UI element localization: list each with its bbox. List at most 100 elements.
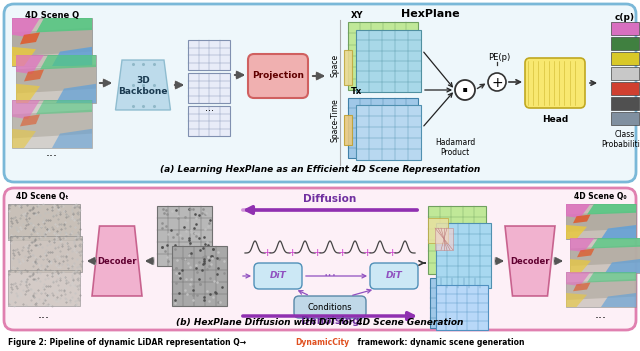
Text: framework: dynamic scene generation: framework: dynamic scene generation bbox=[355, 338, 525, 347]
Text: Class
Probabilities: Class Probabilities bbox=[601, 130, 640, 150]
Text: 3D
Backbone: 3D Backbone bbox=[118, 76, 168, 96]
Text: +: + bbox=[491, 76, 503, 90]
Polygon shape bbox=[16, 55, 44, 74]
Bar bbox=[566, 272, 636, 307]
Bar bbox=[435, 228, 453, 250]
Text: Space: Space bbox=[330, 53, 339, 77]
Bar bbox=[436, 285, 488, 330]
Text: ·: · bbox=[461, 81, 469, 101]
Bar bbox=[10, 236, 82, 272]
Text: (b) HexPlane Diffusion with DiT for 4D Scene Generation: (b) HexPlane Diffusion with DiT for 4D S… bbox=[176, 318, 464, 327]
FancyBboxPatch shape bbox=[525, 58, 585, 108]
Bar bbox=[16, 55, 96, 103]
Text: DiT: DiT bbox=[386, 272, 403, 280]
Bar bbox=[611, 52, 639, 65]
Text: +: + bbox=[387, 248, 397, 258]
FancyBboxPatch shape bbox=[4, 4, 636, 182]
Polygon shape bbox=[566, 293, 587, 307]
Text: Decoder: Decoder bbox=[510, 257, 550, 265]
Bar bbox=[356, 30, 421, 92]
Bar bbox=[356, 105, 421, 160]
Text: HexPlane: HexPlane bbox=[401, 9, 460, 19]
Text: +: + bbox=[312, 248, 322, 258]
Bar bbox=[172, 246, 227, 306]
Text: ...: ... bbox=[595, 307, 607, 320]
FancyBboxPatch shape bbox=[4, 188, 636, 330]
Polygon shape bbox=[601, 225, 636, 239]
Polygon shape bbox=[566, 272, 591, 286]
Bar bbox=[157, 206, 212, 266]
Polygon shape bbox=[505, 226, 555, 296]
Polygon shape bbox=[591, 238, 640, 249]
Polygon shape bbox=[24, 69, 44, 81]
Bar bbox=[344, 115, 352, 145]
Polygon shape bbox=[12, 18, 40, 37]
Polygon shape bbox=[570, 238, 595, 252]
Polygon shape bbox=[20, 114, 40, 126]
Text: DynamicCity: DynamicCity bbox=[295, 338, 349, 347]
Bar bbox=[611, 37, 639, 50]
Text: Hadamard
Product: Hadamard Product bbox=[435, 138, 475, 157]
Circle shape bbox=[455, 80, 475, 100]
Bar bbox=[611, 22, 639, 35]
Bar bbox=[611, 67, 639, 80]
Bar bbox=[436, 223, 491, 288]
Polygon shape bbox=[115, 60, 170, 110]
Text: Denoising: Denoising bbox=[301, 316, 359, 326]
Bar bbox=[188, 40, 230, 70]
Text: XY: XY bbox=[351, 11, 364, 20]
Polygon shape bbox=[12, 110, 92, 138]
Polygon shape bbox=[566, 204, 591, 218]
Polygon shape bbox=[605, 259, 640, 273]
Bar bbox=[188, 73, 230, 103]
Text: +: + bbox=[262, 248, 272, 258]
Text: (a) Learning HexPlane as an Efficient 4D Scene Representation: (a) Learning HexPlane as an Efficient 4D… bbox=[160, 165, 480, 174]
Bar bbox=[12, 100, 92, 148]
Polygon shape bbox=[12, 100, 40, 119]
Bar bbox=[12, 18, 92, 66]
Bar bbox=[430, 278, 486, 328]
FancyBboxPatch shape bbox=[294, 296, 366, 318]
Polygon shape bbox=[40, 55, 96, 69]
Bar bbox=[611, 97, 639, 110]
Polygon shape bbox=[12, 47, 36, 66]
Text: DiT: DiT bbox=[269, 272, 286, 280]
Polygon shape bbox=[52, 47, 92, 66]
Bar bbox=[188, 106, 230, 136]
Polygon shape bbox=[56, 84, 96, 103]
Polygon shape bbox=[12, 28, 92, 57]
Polygon shape bbox=[570, 259, 591, 273]
Text: c(p): c(p) bbox=[615, 13, 635, 22]
Text: ···: ··· bbox=[323, 269, 337, 283]
Bar bbox=[611, 82, 639, 95]
Text: ...: ... bbox=[46, 146, 58, 159]
Text: 4D Scene Qₜ: 4D Scene Qₜ bbox=[16, 192, 68, 201]
Bar bbox=[428, 218, 448, 243]
Bar bbox=[8, 270, 80, 306]
Text: Head: Head bbox=[542, 115, 568, 124]
Text: Projection: Projection bbox=[252, 72, 304, 80]
Text: 4D Scene Q: 4D Scene Q bbox=[25, 11, 79, 20]
Polygon shape bbox=[573, 214, 591, 223]
Text: +: + bbox=[337, 248, 347, 258]
Text: Conditions: Conditions bbox=[308, 303, 352, 311]
Bar bbox=[566, 204, 636, 239]
Text: Figure 2: Pipeline of dynamic LiDAR representation Q→: Figure 2: Pipeline of dynamic LiDAR repr… bbox=[8, 338, 249, 347]
Polygon shape bbox=[52, 129, 92, 148]
Polygon shape bbox=[577, 249, 595, 257]
Polygon shape bbox=[16, 84, 40, 103]
FancyBboxPatch shape bbox=[248, 54, 308, 98]
Polygon shape bbox=[36, 100, 92, 114]
Polygon shape bbox=[566, 211, 636, 232]
Bar bbox=[348, 98, 418, 158]
Text: ...: ... bbox=[38, 307, 50, 320]
Polygon shape bbox=[601, 293, 636, 307]
FancyBboxPatch shape bbox=[254, 263, 302, 289]
Text: Space-Time: Space-Time bbox=[330, 98, 339, 142]
Polygon shape bbox=[92, 226, 142, 296]
Bar bbox=[428, 206, 486, 274]
Bar bbox=[348, 22, 418, 90]
Circle shape bbox=[488, 73, 506, 91]
Text: Decoder: Decoder bbox=[97, 257, 137, 265]
Polygon shape bbox=[587, 272, 636, 283]
